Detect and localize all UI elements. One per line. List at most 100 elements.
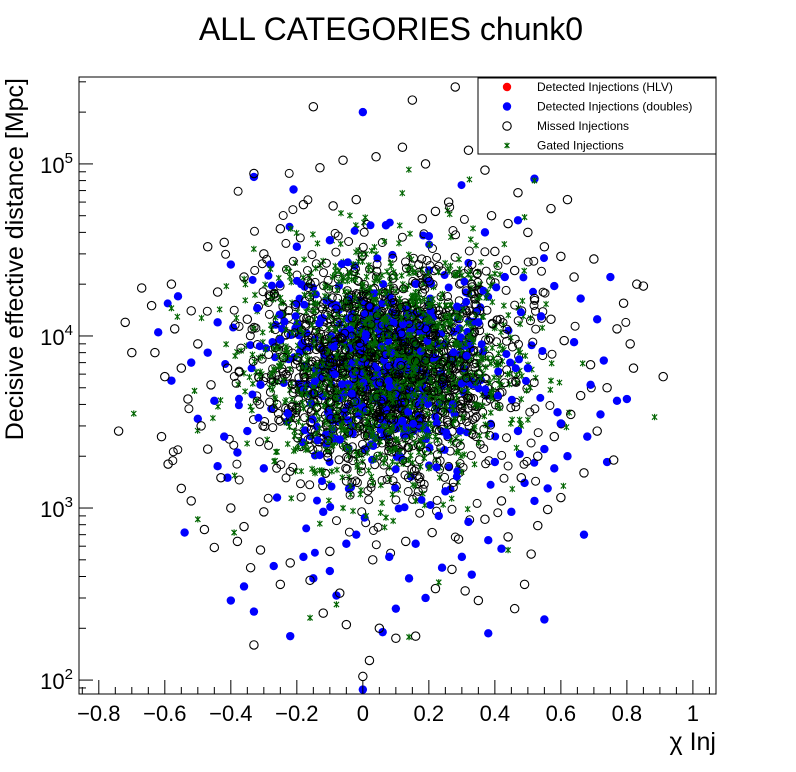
core-missed-point xyxy=(463,393,473,403)
core-missed-point xyxy=(230,320,240,330)
data-point xyxy=(150,347,160,358)
core-gated-point xyxy=(491,324,498,332)
core-gated-point xyxy=(368,346,375,353)
core-missed-point xyxy=(316,343,326,352)
core-gated-point xyxy=(509,485,516,493)
core-gated-point xyxy=(387,413,394,420)
data-point xyxy=(612,324,622,334)
core-gated-point xyxy=(301,256,308,263)
core-gated-point xyxy=(271,394,278,401)
core-gated-point xyxy=(487,282,494,290)
core-missed-point xyxy=(293,433,302,443)
core-gated-point xyxy=(322,283,329,291)
core-missed-point xyxy=(432,495,442,505)
core-detected-point xyxy=(507,395,516,404)
core-gated-point xyxy=(380,459,387,467)
data-point xyxy=(540,615,549,624)
core-missed-point xyxy=(390,286,400,296)
data-point xyxy=(458,325,465,333)
core-missed-point xyxy=(377,238,387,247)
core-missed-point xyxy=(344,292,354,302)
data-point xyxy=(231,529,238,536)
core-gated-point xyxy=(316,415,323,423)
core-gated-point xyxy=(377,509,384,516)
core-gated-point xyxy=(275,274,282,282)
data-point xyxy=(407,95,418,105)
core-missed-point xyxy=(398,455,408,465)
core-missed-point xyxy=(538,287,548,297)
core-gated-point xyxy=(198,314,205,322)
legend-marker xyxy=(502,121,512,131)
core-missed-point xyxy=(455,459,465,468)
core-gated-point xyxy=(350,507,357,515)
core-missed-point xyxy=(401,263,411,273)
core-gated-point xyxy=(325,438,331,445)
data-point xyxy=(547,377,554,384)
data-point xyxy=(503,532,513,542)
core-detected-point xyxy=(384,377,393,385)
core-gated-point xyxy=(458,272,465,279)
x-tick-label: 1 xyxy=(687,701,699,726)
data-point xyxy=(202,242,213,252)
data-point xyxy=(343,297,350,305)
core-missed-point xyxy=(382,475,392,484)
core-missed-point xyxy=(321,258,331,268)
core-gated-point xyxy=(426,433,433,440)
core-gated-point xyxy=(466,176,473,183)
core-missed-point xyxy=(257,354,267,364)
data-point xyxy=(385,552,394,562)
data-point xyxy=(425,302,432,309)
core-gated-point xyxy=(391,333,398,341)
core-gated-point xyxy=(447,315,454,322)
core-gated-point xyxy=(548,360,555,367)
core-gated-point xyxy=(393,340,400,347)
data-point xyxy=(478,354,485,361)
core-gated-point xyxy=(216,306,223,313)
core-missed-point xyxy=(414,260,424,270)
core-missed-point xyxy=(247,324,257,334)
core-gated-point xyxy=(295,444,302,451)
core-gated-point xyxy=(456,265,463,273)
core-gated-point xyxy=(527,314,534,322)
x-tick-label: 0 xyxy=(357,701,369,726)
core-missed-point xyxy=(345,490,355,500)
core-missed-point xyxy=(529,378,539,388)
core-gated-point xyxy=(425,269,432,277)
core-missed-point xyxy=(384,361,394,371)
core-gated-point xyxy=(524,416,531,424)
core-gated-point xyxy=(484,422,491,429)
core-gated-point xyxy=(374,274,381,281)
core-gated-point xyxy=(420,310,427,318)
core-missed-point xyxy=(531,476,541,486)
core-gated-point xyxy=(410,390,417,398)
core-missed-point xyxy=(255,399,265,409)
core-missed-point xyxy=(320,367,330,377)
chart-title: ALL CATEGORIES chunk0 xyxy=(199,11,583,47)
data-point xyxy=(632,279,642,289)
data-point xyxy=(536,312,546,321)
core-gated-point xyxy=(358,251,365,258)
core-gated-point xyxy=(515,347,522,355)
core-detected-point xyxy=(248,275,257,284)
core-missed-point xyxy=(417,370,427,380)
core-missed-point xyxy=(501,285,511,295)
data-point xyxy=(421,593,430,603)
core-missed-point xyxy=(481,396,491,406)
data-point xyxy=(622,394,632,404)
core-gated-point xyxy=(399,189,406,197)
core-missed-point xyxy=(305,480,315,490)
core-detected-point xyxy=(329,342,338,351)
core-gated-point xyxy=(406,471,413,479)
core-gated-point xyxy=(352,293,359,301)
core-gated-point xyxy=(309,231,316,238)
core-missed-point xyxy=(502,324,512,334)
core-gated-point xyxy=(327,381,334,389)
data-point xyxy=(392,273,399,281)
core-gated-point xyxy=(467,319,473,326)
core-detected-point xyxy=(519,273,528,282)
data-point xyxy=(249,607,259,616)
core-gated-point xyxy=(460,413,467,420)
core-gated-point xyxy=(233,314,240,322)
data-point xyxy=(406,633,413,641)
core-missed-point xyxy=(245,331,255,341)
